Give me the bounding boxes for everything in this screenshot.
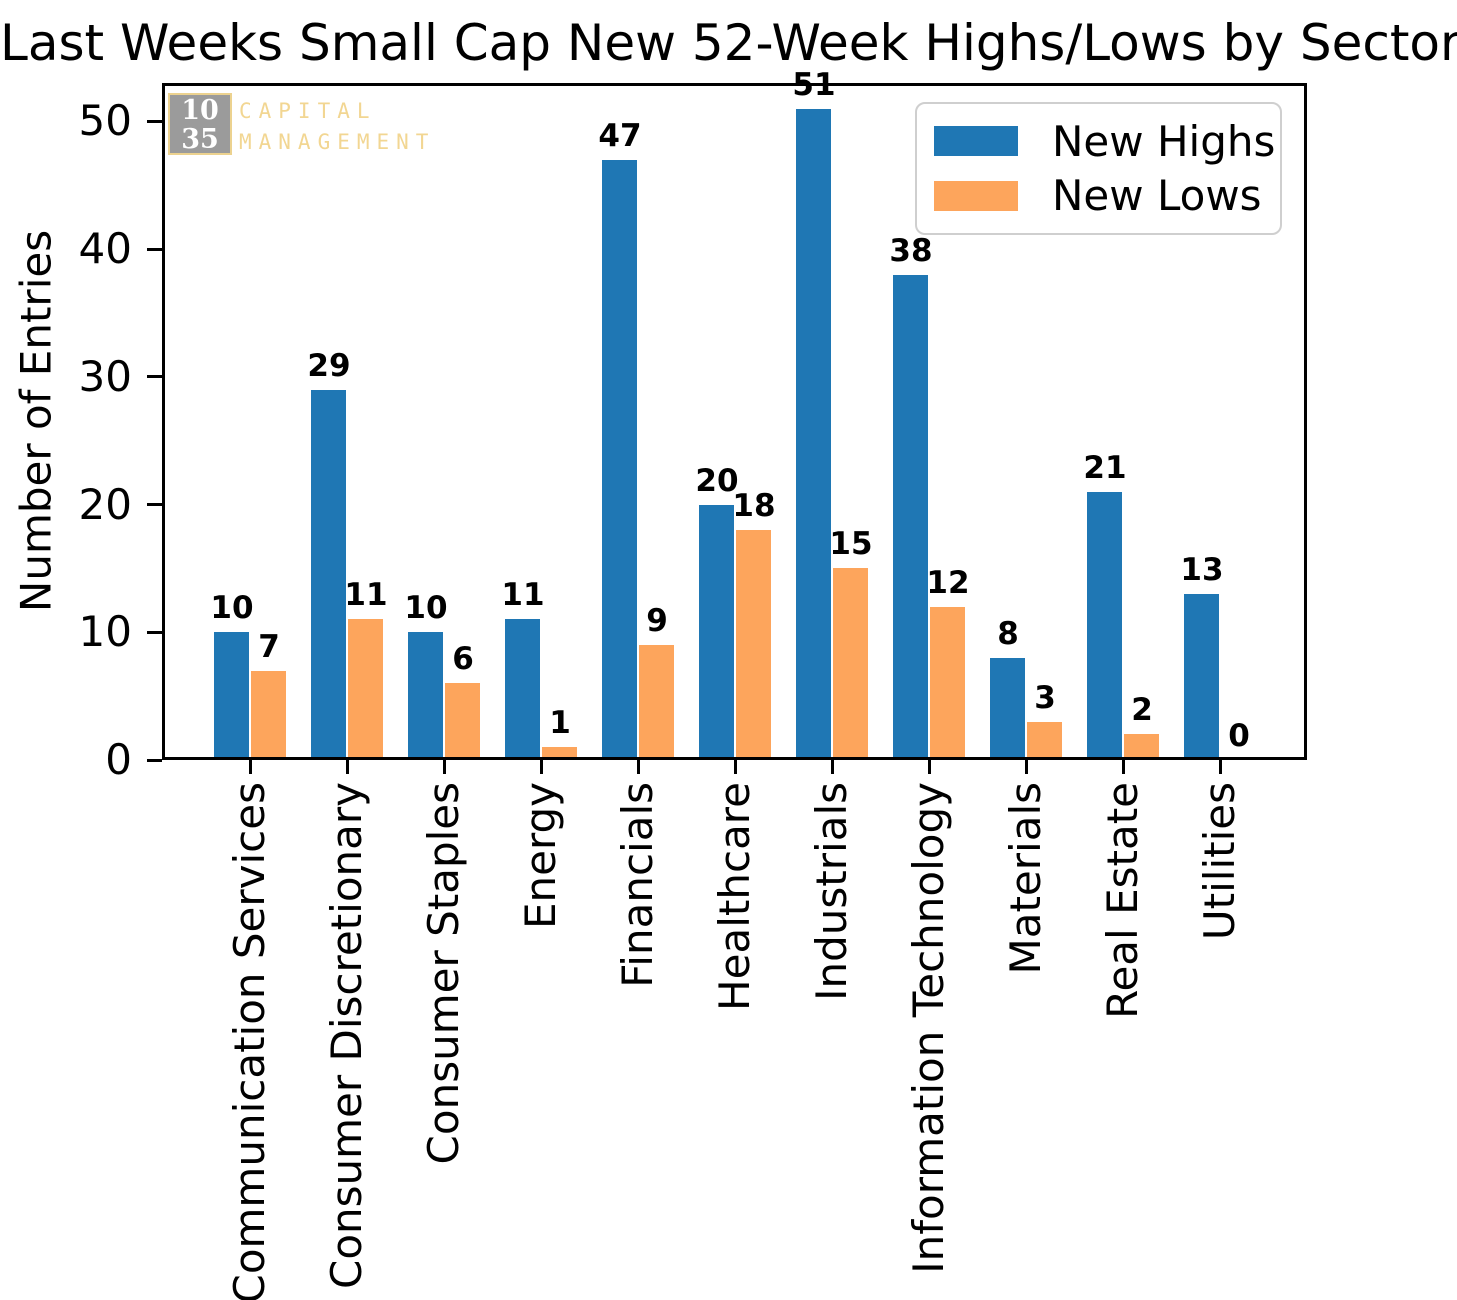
x-tick-mark-energy [539,760,543,774]
y-tick-label-30: 30 [78,351,132,401]
bar-value-new-lows-energy: 1 [549,705,571,741]
legend-row-new-highs: New Highs [934,117,1280,166]
bar-new-lows-consumer-discretionary [348,619,383,760]
bar-new-highs-materials [990,658,1025,760]
watermark-text-line2: MANAGEMENT [239,130,436,154]
bar-value-new-highs-consumer-discretionary: 29 [307,348,351,384]
x-tick-mark-consumer-staples [442,760,446,774]
bar-value-new-lows-materials: 3 [1034,680,1056,716]
bar-new-lows-industrials [833,568,868,760]
bar-value-new-lows-financials: 9 [646,603,668,639]
watermark-text: CAPITAL MANAGEMENT [239,93,435,158]
y-tick-mark-50 [147,119,162,123]
x-tick-label-communication-services: Communication Services [225,782,274,1300]
watermark-logo-box: 10 35 [168,93,232,155]
x-tick-label-healthcare: Healthcare [710,782,759,1011]
bar-value-new-lows-consumer-discretionary: 11 [344,577,388,613]
watermark-text-line1: CAPITAL [239,99,377,123]
bar-new-highs-utilities [1184,594,1219,760]
x-tick-label-information-technology: Information Technology [904,782,953,1274]
watermark-number-top: 10 [181,95,219,126]
x-tick-mark-utilities [1218,760,1222,774]
bar-new-highs-healthcare [699,505,734,760]
bar-new-highs-energy [505,619,540,760]
chart-title: Last Weeks Small Cap New 52-Week Highs/L… [0,14,1457,72]
plot-area: 10 7 29 11 10 6 11 1 47 9 20 18 51 15 38 12 8 3 21 2 13 0 [162,67,1307,760]
legend: New Highs New Lows [915,102,1282,235]
y-tick-mark-10 [147,630,162,634]
bar-new-lows-financials [639,645,674,760]
bar-value-new-lows-healthcare: 18 [732,488,776,524]
bar-new-lows-communication-services [251,671,286,760]
bar-new-highs-financials [602,160,637,760]
watermark-number-bottom: 35 [181,124,219,155]
bar-value-new-lows-consumer-staples: 6 [452,641,474,677]
bar-new-highs-real-estate [1087,492,1122,760]
watermark-logo: 10 35 CAPITAL MANAGEMENT [168,93,435,158]
legend-label-new-lows: New Lows [1052,171,1262,221]
legend-label-new-highs: New Highs [1052,116,1276,166]
x-tick-label-utilities: Utilities [1195,782,1244,941]
legend-swatch-new-lows [934,180,1018,211]
x-tick-mark-industrials [830,760,834,774]
x-tick-label-consumer-discretionary: Consumer Discretionary [322,782,371,1289]
y-axis-label: Number of Entries [11,229,61,613]
bar-value-new-lows-communication-services: 7 [258,629,280,665]
bar-new-lows-healthcare [736,530,771,760]
legend-row-new-lows: New Lows [934,171,1280,220]
bar-new-lows-consumer-staples [445,683,480,760]
x-tick-label-real-estate: Real Estate [1098,782,1147,1019]
x-tick-mark-information-technology [927,760,931,774]
x-tick-mark-financials [636,760,640,774]
bar-value-new-highs-financials: 47 [598,118,642,154]
bar-new-highs-industrials [796,109,831,760]
bar-value-new-highs-communication-services: 10 [210,590,254,626]
y-tick-label-40: 40 [78,224,132,274]
y-tick-mark-30 [147,375,162,379]
bar-value-new-highs-materials: 8 [997,616,1019,652]
x-tick-mark-consumer-discretionary [345,760,349,774]
x-tick-mark-communication-services [248,760,252,774]
bar-new-lows-information-technology [930,607,965,760]
bar-new-highs-consumer-staples [408,632,443,760]
x-tick-label-materials: Materials [1001,782,1050,975]
bar-new-lows-materials [1027,722,1062,760]
bar-value-new-lows-industrials: 15 [829,526,873,562]
x-tick-label-industrials: Industrials [807,782,856,1001]
bar-value-new-highs-industrials: 51 [792,67,836,103]
x-tick-mark-healthcare [733,760,737,774]
bar-new-lows-real-estate [1124,734,1159,760]
x-tick-label-consumer-staples: Consumer Staples [419,782,468,1165]
bar-value-new-highs-consumer-staples: 10 [404,590,448,626]
bar-new-highs-communication-services [214,632,249,760]
y-tick-label-20: 20 [78,479,132,529]
bar-value-new-lows-information-technology: 12 [926,565,970,601]
bar-value-new-lows-utilities: 0 [1228,718,1250,754]
x-tick-mark-real-estate [1121,760,1125,774]
y-tick-label-0: 0 [105,735,132,784]
y-tick-label-50: 50 [78,96,132,146]
bar-value-new-highs-real-estate: 21 [1083,450,1127,486]
x-tick-label-energy: Energy [516,782,565,930]
bar-value-new-lows-real-estate: 2 [1131,692,1153,728]
bar-value-new-highs-information-technology: 38 [889,233,933,269]
y-tick-mark-20 [147,503,162,507]
bar-new-lows-energy [542,747,577,760]
x-tick-mark-materials [1024,760,1028,774]
bar-new-highs-consumer-discretionary [311,390,346,760]
bar-value-new-highs-healthcare: 20 [695,463,739,499]
bar-value-new-highs-utilities: 13 [1180,552,1224,588]
bar-value-new-highs-energy: 11 [501,577,545,613]
x-tick-label-financials: Financials [613,782,662,988]
bar-new-highs-information-technology [893,275,928,760]
y-tick-label-10: 10 [78,607,132,657]
legend-swatch-new-highs [934,126,1018,157]
y-tick-mark-40 [147,247,162,251]
y-tick-mark-0 [147,758,162,762]
